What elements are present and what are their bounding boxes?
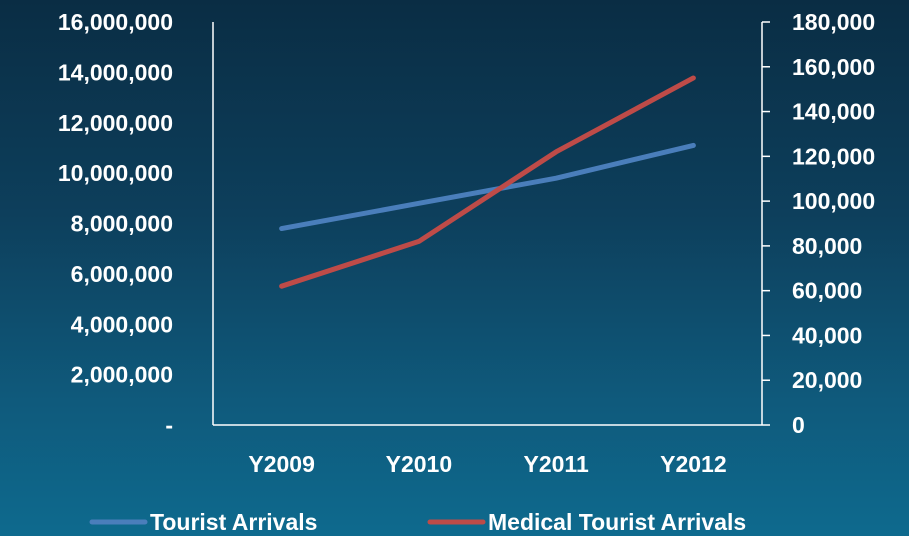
right-axis-tick-label: 140,000: [792, 99, 875, 125]
left-axis-tick-label: 6,000,000: [71, 261, 173, 287]
x-axis-category-label: Y2009: [248, 451, 315, 477]
x-axis-category-label: Y2012: [660, 451, 727, 477]
left-axis-tick-label: 2,000,000: [71, 362, 173, 388]
x-axis-category-label: Y2010: [386, 451, 453, 477]
left-axis-tick-label: 8,000,000: [71, 211, 173, 237]
left-y-axis: - 2,000,000 4,000,000 6,000,000 8,000,000 10,…: [58, 9, 173, 438]
x-axis-category-label: Y2011: [524, 451, 589, 477]
right-axis-tick-label: 40,000: [792, 322, 862, 348]
right-axis-tick-label: 160,000: [792, 54, 875, 80]
right-axis-tick-label: 100,000: [792, 188, 875, 214]
right-axis-tick-label: 0: [792, 412, 805, 438]
right-axis-tick-label: 80,000: [792, 233, 862, 259]
left-axis-tick-label: 4,000,000: [71, 311, 173, 337]
legend-label: Tourist Arrivals: [150, 509, 317, 535]
left-axis-tick-label: -: [165, 412, 173, 438]
x-axis: Y2009 Y2010 Y2011 Y2012: [248, 451, 726, 477]
left-axis-tick-label: 12,000,000: [58, 110, 173, 136]
right-axis-tick-label: 20,000: [792, 367, 862, 393]
right-axis-tick-label: 180,000: [792, 9, 875, 35]
right-axis-tick-label: 120,000: [792, 143, 875, 169]
left-axis-tick-label: 10,000,000: [58, 160, 173, 186]
right-axis-tick-label: 60,000: [792, 278, 862, 304]
series-line-medical-tourist-arrivals: [279, 75, 696, 289]
legend-label: Medical Tourist Arrivals: [488, 509, 746, 535]
left-axis-tick-label: 16,000,000: [58, 9, 173, 35]
series-line-tourist-arrivals: [279, 142, 696, 232]
right-y-axis: 0 20,000 40,000 60,000 80,000 100,000 120,000 1…: [762, 9, 875, 438]
left-axis-tick-label: 14,000,000: [58, 59, 173, 85]
legend: Tourist Arrivals Medical Tourist Arrivals: [89, 509, 746, 535]
plot-frame: [212, 22, 763, 426]
series-layer: [279, 75, 696, 289]
